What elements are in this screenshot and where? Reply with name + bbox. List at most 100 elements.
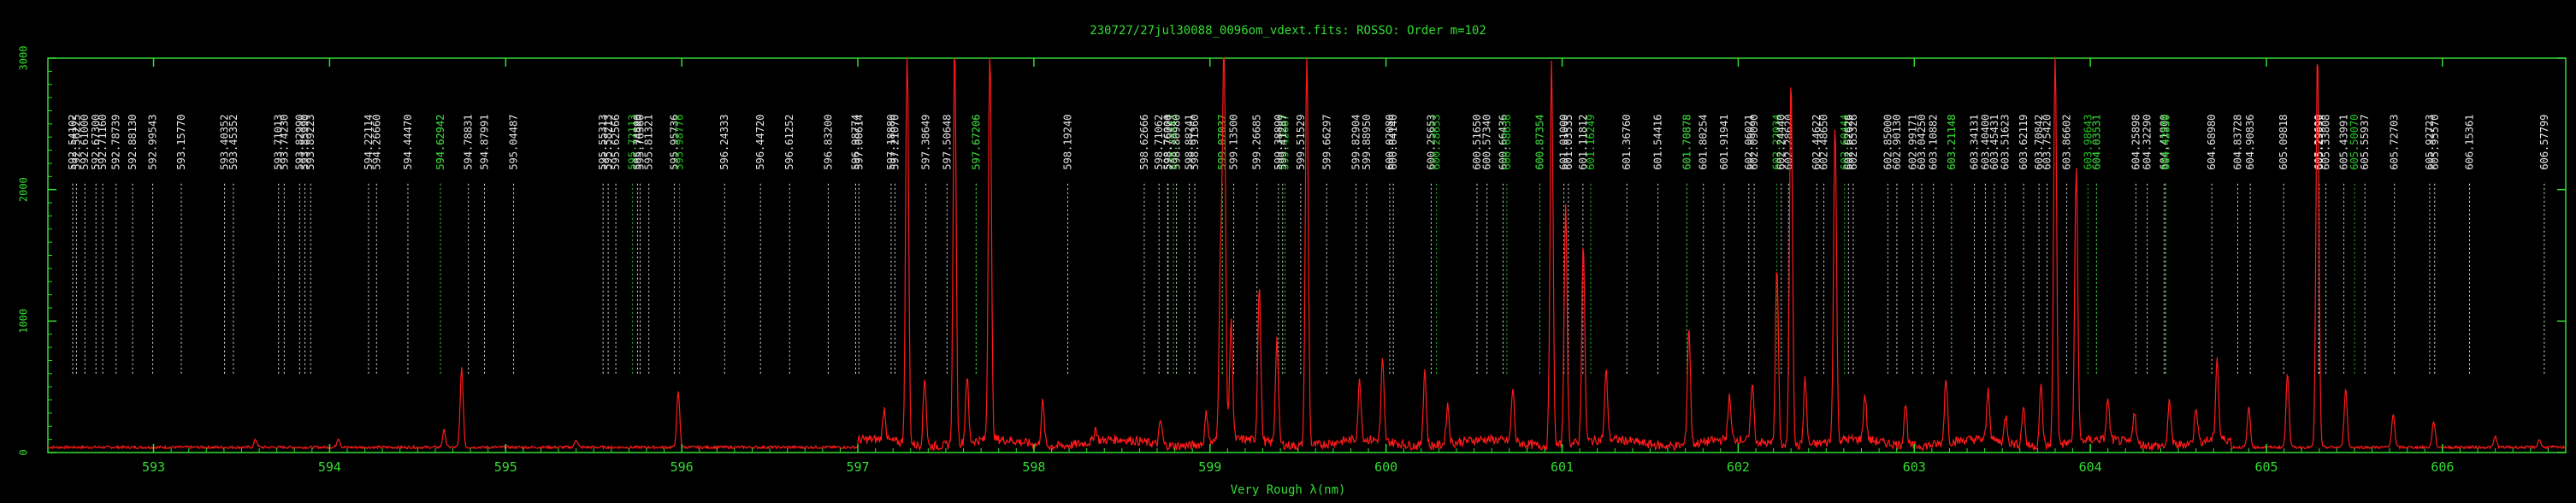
line-marker-label: 599.41287 <box>1277 115 1289 170</box>
line-marker-label: 603.70842 <box>2033 115 2045 170</box>
line-marker-label: 602.99171 <box>1907 115 1919 170</box>
line-marker-label: 601.36760 <box>1621 115 1633 170</box>
line-marker-label: 593.40352 <box>219 115 231 170</box>
line-marker-label: 602.65326 <box>1847 115 1859 170</box>
line-marker-label: 605.09818 <box>2278 115 2289 170</box>
line-marker-label: 592.78739 <box>110 115 122 170</box>
line-marker-label: 593.89223 <box>304 115 316 170</box>
x-tick-label: 604 <box>2079 459 2102 475</box>
line-marker-label: 600.87354 <box>1533 115 1545 170</box>
line-marker-label: 600.25653 <box>1425 115 1437 170</box>
line-marker-label: 599.38890 <box>1273 115 1285 170</box>
line-marker-label: 602.24440 <box>1775 115 1787 170</box>
line-marker-label: 600.28653 <box>1431 115 1443 170</box>
line-marker-label: 599.88950 <box>1361 115 1373 170</box>
line-marker-label: 605.55937 <box>2359 115 2371 170</box>
x-tick-label: 595 <box>494 459 517 475</box>
line-marker-label: 593.71013 <box>273 115 285 170</box>
line-marker-label: 596.98774 <box>849 115 861 170</box>
line-marker-label: 603.86602 <box>2061 115 2073 170</box>
line-marker-label: 599.82904 <box>1350 115 1362 170</box>
line-marker-label: 601.01000 <box>1558 115 1570 170</box>
line-marker-label: 605.95570 <box>2429 115 2441 170</box>
line-marker-label: 593.74230 <box>278 115 290 170</box>
line-marker-label: 599.51529 <box>1295 115 1307 170</box>
line-marker-label: 601.16249 <box>1585 115 1597 170</box>
line-marker-label: 603.51623 <box>2000 115 2012 170</box>
line-marker-label: 596.44720 <box>754 115 766 170</box>
line-marker-label: 596.61252 <box>783 115 795 170</box>
line-marker-label: 592.71160 <box>97 115 109 170</box>
line-marker-label: 594.78831 <box>463 115 475 170</box>
x-tick-label: 598 <box>1022 459 1045 475</box>
line-marker-label: 601.70878 <box>1681 115 1693 170</box>
line-marker-label: 604.83728 <box>2232 115 2244 170</box>
x-tick-label: 606 <box>2431 459 2454 475</box>
line-marker-label: 594.44470 <box>402 115 414 170</box>
line-marker-label: 598.62666 <box>1138 115 1150 170</box>
line-marker-label: 602.62626 <box>1842 115 1854 170</box>
line-marker-label: 595.04487 <box>508 115 520 170</box>
line-marker-label: 600.57340 <box>1481 115 1493 170</box>
line-marker-label: 592.56225 <box>70 115 82 170</box>
line-marker-label: 594.22114 <box>363 115 375 170</box>
line-marker-label: 593.85990 <box>299 115 311 170</box>
line-marker-label: 592.99543 <box>147 115 159 170</box>
line-marker-label: 601.54416 <box>1652 115 1664 170</box>
line-marker-label: 598.76224 <box>1162 115 1174 170</box>
line-marker-label: 597.67206 <box>970 115 982 170</box>
spectrum-series <box>47 57 2567 452</box>
line-marker-label: 598.19240 <box>1062 115 1074 170</box>
line-marker-label: 595.72113 <box>627 115 639 170</box>
x-tick-label: 605 <box>2254 459 2278 475</box>
x-tick-label: 603 <box>1903 459 1926 475</box>
line-marker-label: 597.67206 <box>970 115 982 170</box>
line-marker-label: 595.81321 <box>643 115 655 170</box>
line-marker-label: 594.26660 <box>370 115 382 170</box>
line-marker-label: 602.22034 <box>1771 115 1783 170</box>
line-markers: 592.54102592.56225592.61000592.67300592.… <box>67 115 2550 374</box>
line-marker-label: 596.83200 <box>822 115 834 170</box>
line-marker-label: 597.18880 <box>885 115 897 170</box>
line-marker-label: 598.88241 <box>1184 115 1196 170</box>
line-marker-label: 595.76360 <box>634 115 646 170</box>
line-marker-label: 601.70878 <box>1681 115 1693 170</box>
line-marker-label: 603.10882 <box>1928 115 1940 170</box>
line-marker-label: 600.04140 <box>1387 115 1399 170</box>
line-marker-label: 595.58213 <box>602 115 614 170</box>
line-marker-label: 599.66297 <box>1320 115 1332 170</box>
line-marker-label: 602.44622 <box>1811 115 1823 170</box>
line-marker-label: 595.74890 <box>631 115 643 170</box>
x-tick-label: 593 <box>142 459 165 475</box>
line-marker-label: 605.72703 <box>2389 115 2401 170</box>
x-tick-label: 594 <box>318 459 341 475</box>
line-marker-label: 600.66436 <box>1497 115 1509 170</box>
line-marker-label: 592.54102 <box>67 115 79 170</box>
line-marker-label: 604.03531 <box>2090 115 2102 170</box>
y-axis-ticks: 0 1000 2000 3000 <box>18 46 2566 456</box>
line-marker-label: 599.13500 <box>1228 115 1240 170</box>
line-marker-label: 594.87991 <box>479 115 491 170</box>
x-tick-label: 597 <box>846 459 869 475</box>
line-marker-label: 603.45431 <box>1988 115 2000 170</box>
x-tick-label: 599 <box>1198 459 1221 475</box>
line-marker-label: 603.21148 <box>1946 115 1958 170</box>
line-marker-label: 602.09090 <box>1748 115 1760 170</box>
line-marker-label: 600.51650 <box>1471 115 1483 170</box>
line-marker-label: 597.21070 <box>889 115 901 170</box>
line-marker-label: 593.15770 <box>175 115 187 170</box>
line-marker-label: 599.26685 <box>1251 115 1263 170</box>
line-marker-label: 601.80254 <box>1698 115 1710 170</box>
x-tick-label: 601 <box>1551 459 1574 475</box>
line-marker-label: 594.62942 <box>434 115 446 170</box>
line-marker-label: 598.71062 <box>1153 115 1165 170</box>
line-marker-label: 602.48650 <box>1818 115 1830 170</box>
line-marker-label: 599.42687 <box>1279 115 1291 170</box>
line-marker-label: 597.50648 <box>941 115 953 170</box>
line-marker-label: 606.15361 <box>2464 115 2476 170</box>
line-marker-label: 595.55313 <box>597 115 609 170</box>
line-marker-label: 601.91941 <box>1718 115 1730 170</box>
line-marker-label: 592.61000 <box>79 115 91 170</box>
